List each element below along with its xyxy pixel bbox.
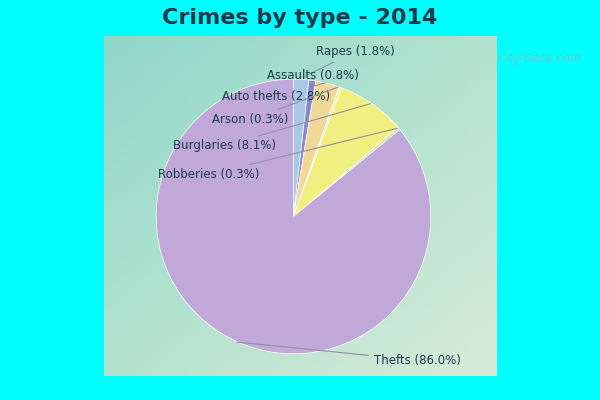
Text: Thefts (86.0%): Thefts (86.0%) bbox=[237, 342, 461, 367]
Text: Crimes by type - 2014: Crimes by type - 2014 bbox=[163, 8, 437, 28]
Wedge shape bbox=[293, 87, 341, 216]
Text: Arson (0.3%): Arson (0.3%) bbox=[212, 87, 338, 126]
Wedge shape bbox=[293, 128, 400, 216]
Wedge shape bbox=[156, 79, 431, 354]
Text: City-Data.com: City-Data.com bbox=[498, 52, 582, 65]
Wedge shape bbox=[293, 79, 309, 216]
Text: Rapes (1.8%): Rapes (1.8%) bbox=[304, 45, 394, 77]
Text: Auto thefts (2.8%): Auto thefts (2.8%) bbox=[223, 83, 331, 103]
Text: Assaults (0.8%): Assaults (0.8%) bbox=[267, 69, 359, 82]
Wedge shape bbox=[293, 80, 316, 216]
Wedge shape bbox=[293, 81, 339, 216]
Wedge shape bbox=[293, 88, 398, 216]
Text: Robberies (0.3%): Robberies (0.3%) bbox=[158, 128, 397, 181]
Text: Burglaries (8.1%): Burglaries (8.1%) bbox=[173, 104, 370, 152]
